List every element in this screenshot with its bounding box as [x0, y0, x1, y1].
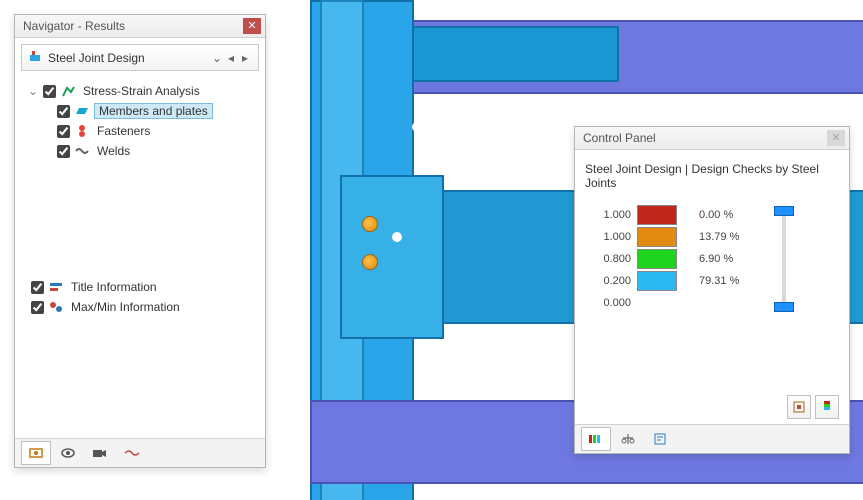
slider-handle-min[interactable] [774, 302, 794, 312]
option-maxmin-info[interactable]: Max/Min Information [25, 297, 255, 317]
slider-handle-max[interactable] [774, 206, 794, 216]
cp-tab-balance[interactable] [613, 427, 643, 451]
option-title-info[interactable]: Title Information [25, 277, 255, 297]
footer-tab-camera[interactable] [85, 441, 115, 465]
module-icon [28, 49, 42, 66]
arrow-left-icon[interactable]: ◂ [224, 51, 238, 65]
legend-swatch-red [637, 205, 677, 225]
legend-tick: 0.200 [585, 270, 631, 292]
tree-root-checkbox[interactable] [43, 85, 56, 98]
option-label: Title Information [68, 280, 160, 294]
control-panel-title: Control Panel [583, 131, 656, 145]
close-icon[interactable]: ✕ [827, 130, 845, 146]
control-panel-window: Control Panel ✕ Steel Joint Design | Des… [574, 126, 850, 454]
legend-tick: 0.000 [585, 292, 631, 314]
tree-root[interactable]: ⌄ Stress-Strain Analysis [25, 81, 255, 101]
legend-tick: 1.000 [585, 226, 631, 248]
connection-plate [340, 175, 444, 339]
legend-swatch-green [637, 249, 677, 269]
settings-icon[interactable] [787, 395, 811, 419]
legend-pct: 13.79 % [699, 231, 749, 243]
navigator-footer-tabs [15, 438, 265, 467]
title-info-icon [48, 279, 64, 295]
navigator-window: Navigator - Results ✕ Steel Joint Design… [14, 14, 266, 468]
hole [392, 232, 402, 242]
tree-item-welds[interactable]: Welds [25, 141, 255, 161]
slider-track [782, 210, 786, 308]
range-slider[interactable] [769, 204, 799, 314]
hole [412, 122, 422, 132]
tree-item-label: Fasteners [94, 124, 153, 138]
footer-tab-deform[interactable] [117, 441, 147, 465]
weld-icon [74, 143, 90, 159]
legend-tick: 1.000 [585, 204, 631, 226]
tree-item-checkbox[interactable] [57, 105, 70, 118]
control-panel-titlebar[interactable]: Control Panel ✕ [575, 127, 849, 150]
tree-item-label: Welds [94, 144, 133, 158]
control-panel-footer-tabs [575, 424, 849, 453]
tree-root-label: Stress-Strain Analysis [80, 84, 203, 98]
option-checkbox[interactable] [31, 301, 44, 314]
tree-item-fasteners[interactable]: Fasteners [25, 121, 255, 141]
control-panel-subtitle: Steel Joint Design | Design Checks by St… [585, 162, 839, 190]
bolt-icon [362, 254, 378, 270]
legend-tick: 0.800 [585, 248, 631, 270]
control-panel-body: Steel Joint Design | Design Checks by St… [575, 150, 849, 354]
control-panel-tools [787, 395, 839, 419]
option-checkbox[interactable] [31, 281, 44, 294]
navigator-title: Navigator - Results [23, 19, 125, 33]
navigator-titlebar[interactable]: Navigator - Results ✕ [15, 15, 265, 38]
tree-item-label: Members and plates [94, 103, 213, 119]
tree-item-checkbox[interactable] [57, 125, 70, 138]
arrow-right-icon[interactable]: ▸ [238, 51, 252, 65]
legend-pct: 79.31 % [699, 275, 749, 287]
legend-swatch-cyan [637, 271, 677, 291]
tree-item-members[interactable]: Members and plates [25, 101, 255, 121]
legend-pct: 0.00 % [699, 209, 749, 221]
footer-tab-display[interactable] [21, 441, 51, 465]
chevron-down-icon[interactable]: ⌄ [210, 51, 224, 65]
option-label: Max/Min Information [68, 300, 183, 314]
cp-tab-spectrum[interactable] [581, 427, 611, 451]
close-icon[interactable]: ✕ [243, 18, 261, 34]
results-tree: ⌄ Stress-Strain Analysis Members and pla… [15, 77, 265, 167]
maxmin-icon [48, 299, 64, 315]
legend-pct: 6.90 % [699, 253, 749, 265]
display-options: Title Information Max/Min Information [25, 277, 255, 317]
module-selector[interactable]: Steel Joint Design ⌄ ◂ ▸ [21, 44, 259, 71]
module-label: Steel Joint Design [48, 51, 210, 65]
legend: 1.000 0.00 % 1.000 13.79 % 0.800 6.90 % … [585, 204, 749, 314]
tree-item-checkbox[interactable] [57, 145, 70, 158]
fastener-icon [74, 123, 90, 139]
color-scale-icon[interactable] [815, 395, 839, 419]
plate-icon [74, 103, 90, 119]
collapse-icon[interactable]: ⌄ [27, 84, 39, 98]
bolt-icon [362, 216, 378, 232]
footer-tab-views[interactable] [53, 441, 83, 465]
legend-swatch-orange [637, 227, 677, 247]
analysis-icon [60, 83, 76, 99]
cp-tab-filter[interactable] [645, 427, 675, 451]
